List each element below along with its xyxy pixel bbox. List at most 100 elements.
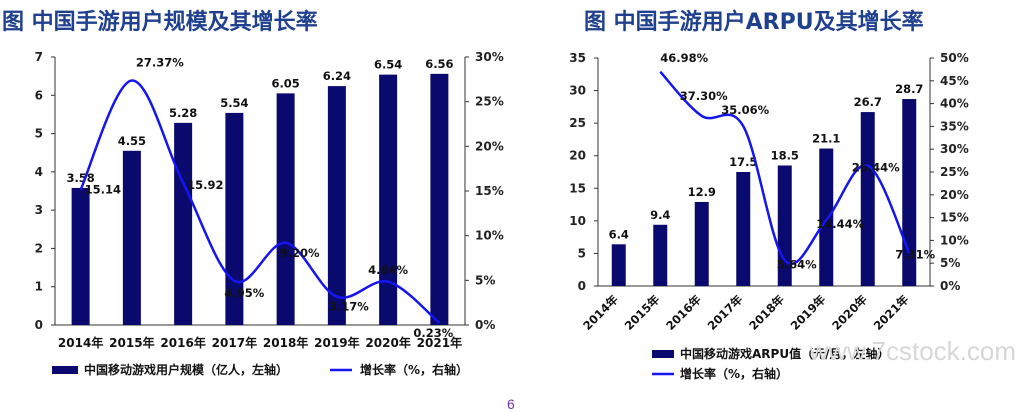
c1-line-label: 15.14: [85, 183, 121, 197]
c1-bar-label: 6.54: [374, 58, 402, 72]
c2-legend-bar-swatch: [652, 350, 674, 358]
c1-legend-bar-label: 中国移动游戏用户规模（亿人，左轴）: [84, 362, 288, 377]
c2-line-label: 5.64%: [777, 257, 817, 271]
page-number: 6: [507, 396, 515, 412]
c2-right-tick-label: 20%: [940, 188, 969, 202]
c2-line-label: 14.44%: [816, 217, 864, 231]
c1-legend-bar-swatch: [52, 366, 78, 374]
c1-right-tick-label: 5%: [475, 273, 495, 287]
c2-bar-label: 9.4: [650, 208, 670, 222]
c1-right-tick-label: 10%: [475, 229, 504, 243]
c1-category-label: 2017年: [212, 335, 257, 350]
c1-category-label: 2016年: [160, 335, 205, 350]
c2-category-label: 2020年: [829, 292, 870, 333]
c2-legend-bar-label: 中国移动游戏ARPU值（元/月，左轴）: [680, 346, 889, 361]
c2-line-label: 35.06%: [721, 103, 769, 117]
c2-right-tick-label: 35%: [940, 119, 969, 133]
c1-category-label: 2015年: [109, 335, 154, 350]
c1-left-tick-label: 5: [35, 127, 43, 141]
c2-right-tick-label: 50%: [940, 51, 969, 65]
c1-category-label: 2019年: [314, 335, 359, 350]
c1-left-tick-label: 4: [35, 165, 43, 179]
watermark: www.7cstock.com: [809, 336, 1016, 366]
c1-growth-line: [79, 79, 441, 324]
c2-left-tick-label: 0: [578, 279, 586, 293]
c2-bar: [819, 148, 834, 286]
c2-bar-label: 28.7: [895, 82, 923, 96]
c1-category-label: 2021年: [417, 335, 462, 350]
c2-bar-label: 21.1: [812, 132, 840, 146]
c1-bar: [225, 112, 244, 325]
c2-left-tick-label: 25: [569, 116, 586, 130]
c2-bar-label: 18.5: [771, 148, 799, 162]
c1-bar-label: 5.28: [169, 106, 197, 120]
c1-right-tick-label: 15%: [475, 184, 504, 198]
c1-right-tick-label: 0%: [475, 318, 495, 332]
c1-bar-label: 5.54: [220, 96, 248, 110]
c1-line-label: 9.20%: [280, 246, 320, 260]
c1-bar-label: 4.55: [118, 134, 146, 148]
c2-bar: [902, 99, 917, 286]
c1-bar: [327, 86, 346, 326]
c2-bar-label: 12.9: [688, 185, 716, 199]
c2-right-tick-label: 45%: [940, 74, 969, 88]
c2-bar: [860, 112, 875, 286]
c2-bar: [653, 224, 668, 286]
c2-bar: [694, 201, 709, 286]
c1-bar-label: 6.24: [323, 69, 351, 83]
c2-line-label: 46.98%: [660, 51, 708, 65]
c2-line-label: 37.30%: [680, 89, 728, 103]
c1-left-tick-label: 7: [35, 50, 43, 64]
c2-right-tick-label: 5%: [940, 256, 960, 270]
c2-bar: [611, 244, 626, 286]
c2-right-tick-label: 40%: [940, 97, 969, 111]
c2-right-tick-label: 0%: [940, 279, 960, 293]
c2-growth-line: [659, 70, 911, 265]
chart-title-user-scale: 图 中国手游用户规模及其增长率: [2, 10, 318, 35]
c1-left-tick-label: 6: [35, 88, 43, 102]
c1-left-tick-label: 0: [35, 318, 43, 332]
c2-line-label: 7.31%: [895, 248, 935, 262]
c2-bar-label: 6.4: [609, 227, 629, 241]
c1-line-label: 15.92: [187, 178, 223, 192]
c2-category-label: 2019年: [788, 292, 829, 333]
c2-left-tick-label: 30: [569, 84, 586, 98]
c1-right-tick-label: 25%: [475, 95, 504, 109]
c2-left-tick-label: 35: [569, 51, 586, 65]
c1-left-tick-label: 3: [35, 203, 43, 217]
c1-line-label: 3.17%: [329, 300, 369, 314]
c1-left-tick-label: 2: [35, 241, 43, 255]
c1-line-label: 27.37%: [136, 55, 184, 69]
c2-category-label: 2014年: [580, 292, 621, 333]
c2-bar-label: 17.5: [729, 155, 757, 169]
c1-line-label: 4.95%: [224, 286, 264, 300]
c1-bar: [122, 150, 141, 325]
c2-bar: [736, 172, 751, 286]
c1-right-tick-label: 20%: [475, 139, 504, 153]
c2-right-tick-label: 25%: [940, 165, 969, 179]
c2-left-tick-label: 15: [569, 181, 586, 195]
c2-bar-label: 26.7: [854, 95, 882, 109]
c2-left-tick-label: 5: [578, 246, 586, 260]
c2-category-label: 2017年: [705, 292, 746, 333]
c2-right-tick-label: 15%: [940, 211, 969, 225]
c1-left-tick-label: 1: [35, 280, 43, 294]
c1-bar-label: 6.05: [271, 76, 299, 90]
c1-category-label: 2020年: [365, 335, 410, 350]
c1-legend-line-label: 增长率（%，右轴）: [360, 362, 468, 377]
c2-right-tick-label: 30%: [940, 142, 969, 156]
c1-bar: [71, 187, 90, 325]
c1-line-label: 4.84%: [368, 263, 408, 277]
c2-category-label: 2016年: [663, 292, 704, 333]
c2-category-label: 2018年: [746, 292, 787, 333]
c1-bar-label: 6.56: [425, 57, 453, 71]
c1-bar: [430, 73, 449, 326]
c1-bar: [379, 74, 398, 326]
c1-bar: [276, 93, 295, 325]
chart-title-arpu: 图 中国手游用户ARPU及其增长率: [584, 10, 924, 35]
c1-right-tick-label: 30%: [475, 50, 504, 64]
c2-legend-line-label: 增长率（%，右轴）: [680, 366, 788, 381]
c2-category-label: 2015年: [622, 292, 663, 333]
c2-right-tick-label: 10%: [940, 233, 969, 247]
